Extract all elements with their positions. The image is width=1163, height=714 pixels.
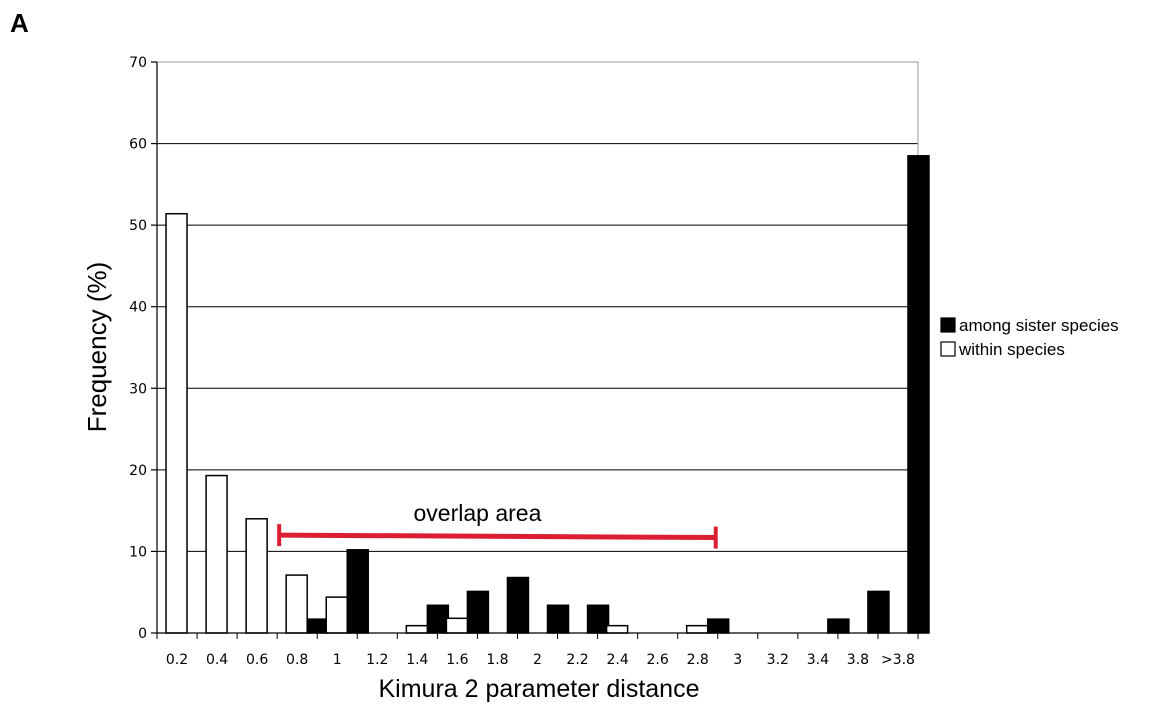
y-tick-label: 40 bbox=[129, 300, 147, 316]
y-tick-label: 50 bbox=[129, 218, 147, 234]
plot-frame bbox=[156, 61, 919, 634]
x-tick-label: 2.6 bbox=[647, 652, 669, 668]
y-tick-labels: 0 10 20 30 40 50 60 70 bbox=[129, 55, 147, 642]
bar-among-sister-species bbox=[827, 618, 850, 634]
x-tick-label: 1 bbox=[333, 652, 342, 668]
panel-label: A bbox=[10, 8, 29, 38]
overlap-bar bbox=[279, 532, 716, 541]
x-tick-label: 1.6 bbox=[446, 652, 468, 668]
legend-swatch bbox=[940, 317, 956, 333]
bar-within-species bbox=[165, 212, 188, 634]
plot-area bbox=[156, 61, 919, 634]
bar-within-species bbox=[245, 518, 268, 634]
bar-among-sister-species bbox=[546, 604, 570, 634]
y-axis-label: Frequency (%) bbox=[82, 262, 112, 433]
bar-within-species bbox=[445, 617, 469, 634]
bar-within-species bbox=[685, 624, 709, 634]
x-tick-label: 0.4 bbox=[206, 652, 228, 668]
x-tick-label: 2.8 bbox=[687, 652, 709, 668]
x-tick-label: 3.2 bbox=[767, 652, 789, 668]
bar-among-sister-species bbox=[306, 618, 329, 634]
x-tick-label: 1.4 bbox=[406, 652, 428, 668]
legend: among sister species within species bbox=[940, 316, 1119, 359]
bar-among-sister-species bbox=[706, 618, 730, 634]
bar-among-sister-species bbox=[426, 604, 450, 634]
x-tick-label: 3.4 bbox=[807, 652, 829, 668]
bars bbox=[165, 155, 930, 634]
x-tick-label: 1.2 bbox=[366, 652, 388, 668]
y-tick-label: 30 bbox=[129, 381, 147, 397]
y-tick-label: 0 bbox=[138, 626, 147, 642]
x-tick-label: 3.8 bbox=[847, 652, 869, 668]
x-tick-labels: 0.2 0.4 0.6 0.8 1 1.2 1.4 1.6 1.8 2 2.2 2.4 2.6 2.8 3 3… bbox=[166, 652, 915, 668]
x-tick-label: 2.2 bbox=[566, 652, 588, 668]
y-tick-label: 60 bbox=[129, 137, 147, 153]
overlap-label: overlap area bbox=[414, 500, 542, 526]
bar-among-sister-species bbox=[907, 155, 930, 634]
bar-among-sister-species bbox=[346, 549, 369, 634]
gridlines bbox=[157, 61, 918, 552]
legend-entry: within species bbox=[958, 340, 1065, 359]
x-tick-label: 3 bbox=[733, 652, 742, 668]
x-tick-label: >3.8 bbox=[881, 652, 915, 668]
bar-within-species bbox=[405, 624, 429, 634]
x-tick-label: 0.6 bbox=[246, 652, 268, 668]
bar-within-species bbox=[325, 596, 348, 634]
y-tick-label: 10 bbox=[129, 544, 147, 560]
x-axis-label: Kimura 2 parameter distance bbox=[379, 675, 700, 703]
x-tick-label: 2.4 bbox=[606, 652, 628, 668]
axes bbox=[151, 61, 919, 639]
x-tick-label: 1.8 bbox=[486, 652, 508, 668]
x-tick-label: 2 bbox=[533, 652, 542, 668]
x-tick-label: 0.8 bbox=[286, 652, 308, 668]
bar-among-sister-species bbox=[506, 576, 530, 634]
y-tick-label: 20 bbox=[129, 463, 147, 479]
bar-among-sister-species bbox=[586, 604, 610, 634]
bar-within-species bbox=[605, 624, 629, 634]
y-tick-label: 70 bbox=[129, 55, 147, 71]
bar-among-sister-species bbox=[466, 590, 490, 634]
legend-swatch bbox=[940, 341, 956, 357]
x-tick-label: 0.2 bbox=[166, 652, 188, 668]
bar-within-species bbox=[205, 474, 228, 634]
bar-among-sister-species bbox=[867, 590, 890, 634]
overlap-annotation: overlap area bbox=[277, 500, 718, 549]
legend-entry: among sister species bbox=[959, 316, 1119, 335]
bar-within-species bbox=[285, 574, 308, 634]
